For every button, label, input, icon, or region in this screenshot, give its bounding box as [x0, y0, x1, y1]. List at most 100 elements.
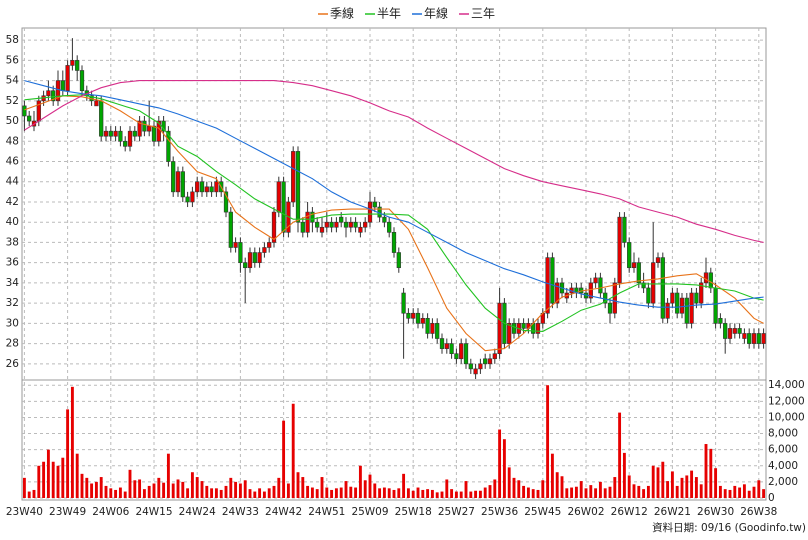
volume-bar — [301, 477, 305, 498]
candle-body — [756, 333, 761, 344]
volume-tick-label: 0 — [768, 492, 775, 504]
candle-body — [329, 221, 334, 228]
candle-body — [27, 115, 32, 122]
candle-body — [641, 282, 646, 289]
candle-body — [391, 232, 397, 253]
volume-bar — [42, 461, 46, 498]
candle-body — [60, 80, 65, 92]
volume-bar — [253, 491, 257, 498]
candle-body — [603, 292, 608, 304]
volume-bar — [747, 490, 751, 498]
candle-body — [507, 323, 512, 344]
candle-body — [699, 282, 704, 304]
candle-body — [343, 221, 349, 228]
volume-bar — [699, 484, 703, 498]
volume-bar — [594, 488, 598, 498]
volume-bar — [118, 487, 122, 498]
x-tick-label: 24W33 — [222, 506, 259, 518]
volume-bar — [690, 470, 694, 498]
y-tick-label: 48 — [6, 135, 19, 147]
volume-bar — [618, 412, 622, 498]
candle-body — [751, 333, 757, 344]
volume-bar — [733, 485, 737, 498]
volume-tick-label: 14,000 — [768, 379, 805, 391]
volume-bar — [507, 467, 511, 498]
candle-body — [276, 181, 281, 213]
candle-body — [305, 211, 310, 233]
volume-bar — [502, 439, 506, 498]
candle-body — [295, 151, 301, 223]
volume-bar — [704, 444, 708, 498]
candle-body — [281, 181, 286, 233]
candle-body — [262, 247, 267, 253]
volume-bar — [685, 475, 689, 498]
candle-body — [761, 333, 766, 344]
candle-body — [137, 120, 142, 137]
volume-bar — [637, 485, 641, 498]
candle-body — [233, 242, 238, 248]
volume-bar — [214, 488, 218, 498]
x-tick-label: 26W30 — [697, 506, 734, 518]
candle-body — [483, 358, 488, 365]
candle-body — [367, 201, 373, 223]
candle-body — [382, 216, 387, 223]
candle-body — [742, 333, 747, 339]
candle-body — [425, 317, 430, 334]
volume-bar — [344, 481, 348, 498]
volume-bar — [142, 489, 146, 498]
candle-body — [257, 252, 262, 263]
volume-bar — [373, 483, 377, 498]
volume-bar — [531, 489, 535, 498]
volume-bar — [728, 489, 732, 498]
candle-body — [358, 226, 363, 233]
volume-bar — [714, 468, 718, 498]
candle-body — [180, 171, 185, 198]
volume-bar — [277, 477, 281, 498]
volume-bar — [522, 485, 526, 498]
x-tick-label: 25W45 — [524, 506, 561, 518]
candle-body — [324, 221, 329, 228]
candle-body — [535, 323, 541, 334]
candle-body — [646, 287, 651, 304]
candle-body — [679, 297, 685, 314]
candle-body — [521, 323, 526, 329]
volume-bar — [27, 491, 31, 498]
volume-bar — [526, 487, 530, 498]
candle-body — [727, 328, 733, 339]
candle-body — [497, 302, 502, 355]
candle-body — [238, 242, 243, 263]
volume-bar — [498, 429, 502, 498]
candle-body — [415, 312, 421, 324]
candle-body — [747, 333, 752, 344]
volume-bar — [291, 403, 295, 498]
candle-body — [387, 221, 392, 233]
volume-bar — [546, 385, 550, 498]
y-tick-label: 30 — [6, 317, 19, 329]
volume-bar — [762, 489, 766, 498]
y-tick-label: 42 — [6, 196, 19, 208]
candle-body — [334, 221, 339, 228]
volume-bar — [320, 477, 324, 498]
volume-bar — [195, 477, 199, 498]
volume-bar — [133, 480, 137, 498]
volume-bar — [584, 488, 588, 498]
volume-bar — [402, 473, 406, 498]
volume-bar — [296, 472, 300, 498]
x-tick-label: 23W49 — [49, 506, 86, 518]
volume-bar — [32, 489, 36, 498]
volume-bar — [109, 488, 113, 498]
volume-bar — [70, 386, 74, 498]
candle-body — [348, 221, 353, 228]
candle-body — [252, 252, 257, 263]
volume-bar — [411, 490, 415, 498]
volume-bar — [426, 489, 430, 498]
volume-bar — [387, 488, 391, 498]
candle-body — [99, 100, 104, 137]
volume-bar — [330, 489, 334, 498]
candle-body — [190, 191, 195, 203]
volume-bar — [99, 477, 103, 498]
volume-bar — [430, 489, 434, 498]
legend-label: 半年 — [377, 7, 401, 21]
candle-body — [396, 252, 401, 269]
